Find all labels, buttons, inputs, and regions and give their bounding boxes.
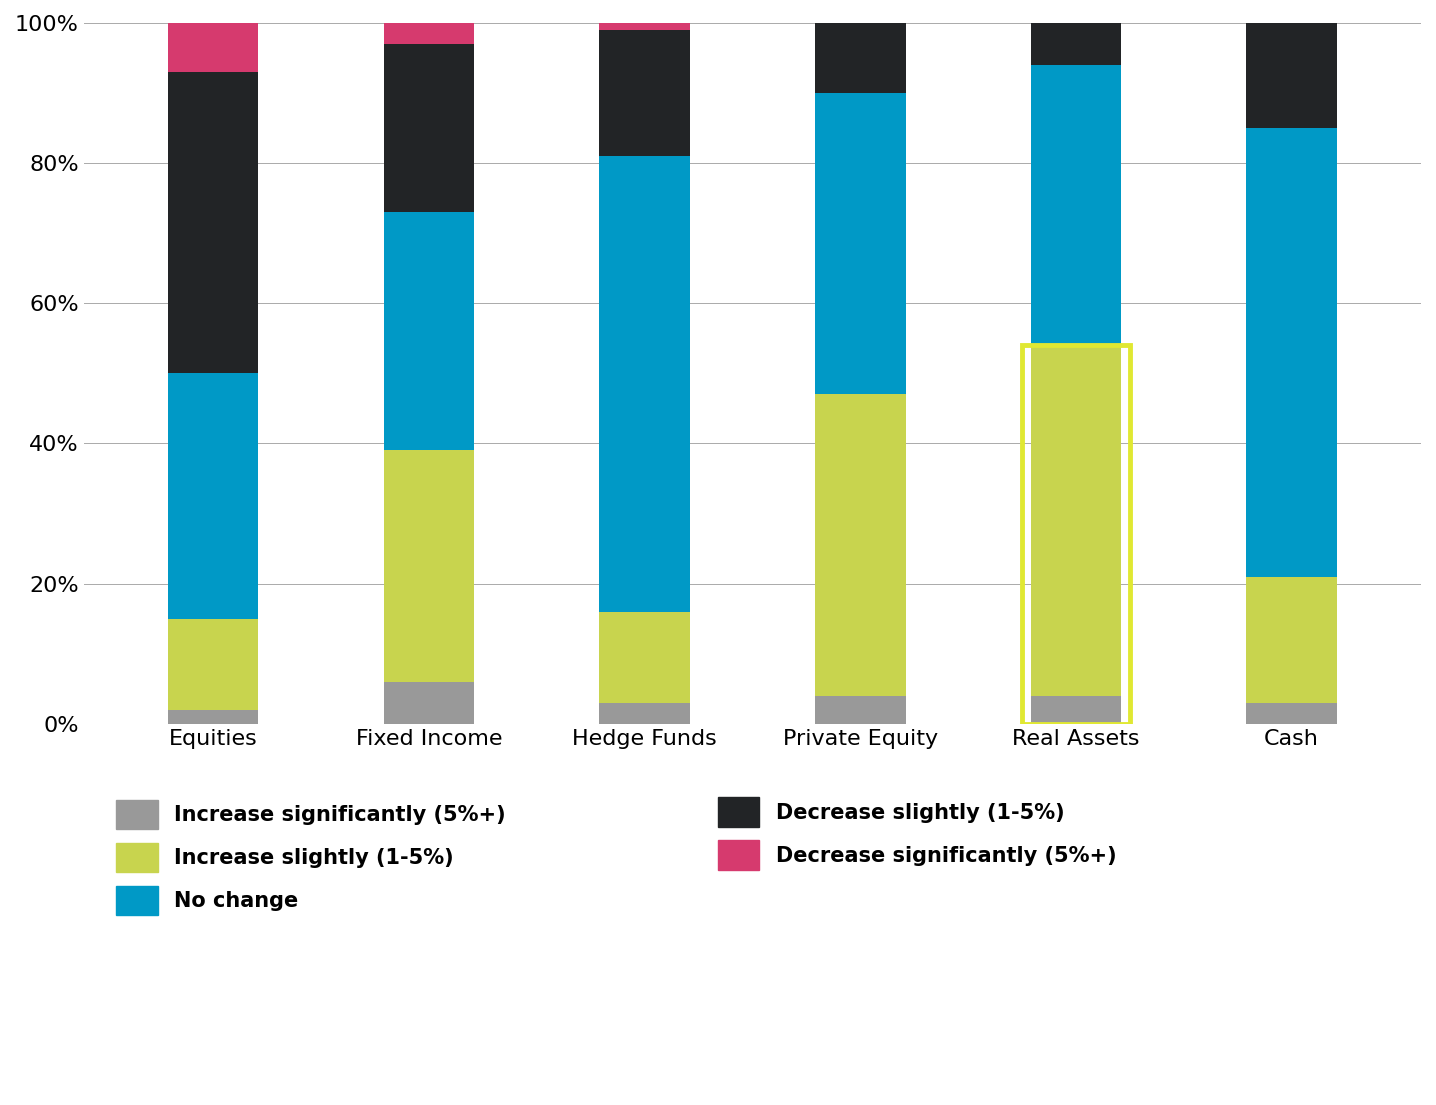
Bar [599,611,689,703]
Bar [1031,23,1122,65]
Bar [814,93,906,394]
Bar [168,373,258,619]
Bar [383,44,474,212]
Bar [599,703,689,724]
Bar [383,682,474,724]
Bar [1246,23,1337,128]
Bar [814,696,906,724]
Bar [814,23,906,93]
Bar [814,394,906,696]
Bar [1031,345,1122,696]
Bar [383,23,474,44]
Bar [1031,65,1122,345]
Bar [168,72,258,373]
Bar [383,451,474,682]
Legend: Decrease slightly (1-5%), Decrease significantly (5%+): Decrease slightly (1-5%), Decrease signi… [709,789,1124,877]
Bar [599,23,689,30]
Bar [599,30,689,156]
Bar [383,212,474,451]
Bar [599,156,689,611]
Bar [168,23,258,72]
Bar [1246,577,1337,703]
Bar [168,619,258,709]
Bar [1031,696,1122,724]
Bar [1246,703,1337,724]
Bar [1246,128,1337,577]
Bar [168,709,258,724]
